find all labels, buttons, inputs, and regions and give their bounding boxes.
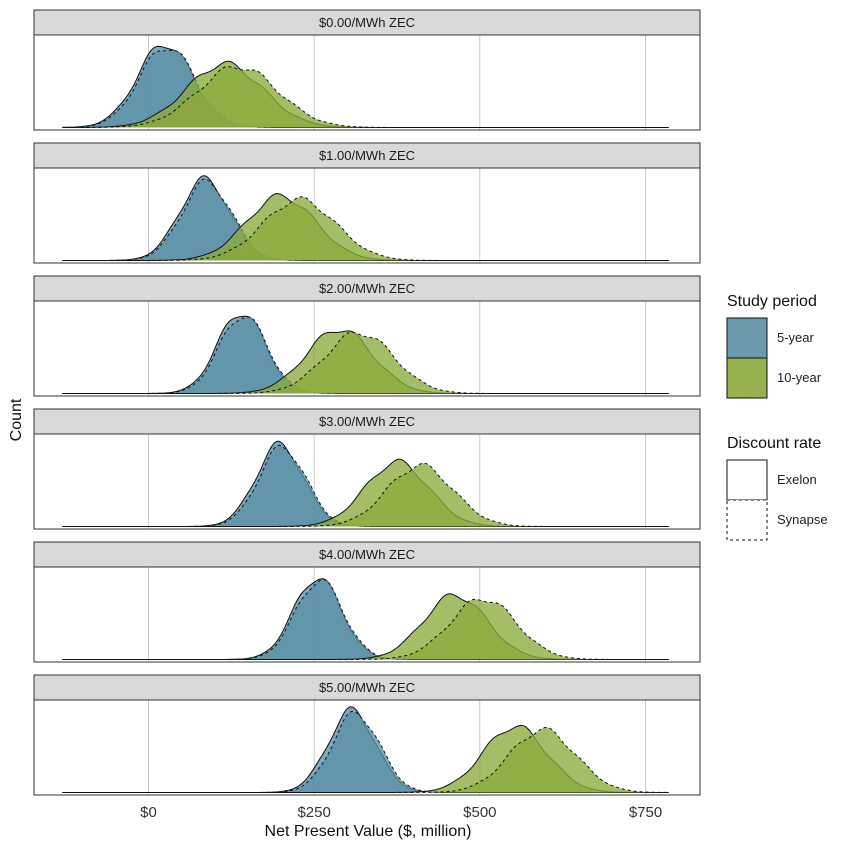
density-area-5-year-synapse xyxy=(62,179,669,261)
legend-title-discount-rate: Discount rate xyxy=(727,435,821,452)
density-area-5-year-synapse xyxy=(62,316,669,394)
density-outline-10-year-synapse xyxy=(62,726,669,793)
facet-strip-label: $5.00/MWh ZEC xyxy=(319,680,415,695)
x-tick-label: $250 xyxy=(297,804,330,821)
panel-border xyxy=(33,566,701,663)
panel-border xyxy=(33,34,701,131)
legend-key-5-year xyxy=(726,317,768,359)
density-outline-10-year-synapse xyxy=(62,598,669,660)
legend-key-10-year xyxy=(726,357,768,399)
density-area-10-year-synapse xyxy=(62,599,669,660)
density-outline-10-year-synapse xyxy=(62,196,669,261)
density-outline-10-year-synapse xyxy=(62,66,669,128)
x-tick-label: $0 xyxy=(140,804,157,821)
facet-strip-label: $0.00/MWh ZEC xyxy=(319,15,415,30)
facet-strip xyxy=(33,541,701,568)
facet-strip-label: $4.00/MWh ZEC xyxy=(319,547,415,562)
facet-strip xyxy=(33,275,701,302)
density-outline-5-year-synapse xyxy=(62,710,669,793)
facet-strip-label: $2.00/MWh ZEC xyxy=(319,281,415,296)
facet-panel: $1.00/MWh ZEC xyxy=(33,142,701,264)
density-outline-10-year-exelon xyxy=(62,458,669,527)
facet-strip xyxy=(33,9,701,36)
legend-label-10-year: 10-year xyxy=(777,370,822,385)
facet-strip-label: $1.00/MWh ZEC xyxy=(319,148,415,163)
legend-label-5-year: 5-year xyxy=(777,330,815,345)
legend-title-study-period: Study period xyxy=(727,293,817,310)
density-area-10-year-synapse xyxy=(62,332,669,394)
facet-panel: $3.00/MWh ZEC xyxy=(33,408,701,530)
facet-panel: $5.00/MWh ZEC xyxy=(33,674,701,796)
x-axis-title: Net Present Value ($, million) xyxy=(265,823,472,840)
facet-strip xyxy=(33,408,701,435)
panel-border xyxy=(33,300,701,397)
x-tick-label: $500 xyxy=(463,804,496,821)
density-area-10-year-exelon xyxy=(62,459,669,527)
legend-label-synapse: Synapse xyxy=(777,512,828,527)
panel-border xyxy=(33,699,701,796)
density-area-10-year-synapse xyxy=(62,66,669,128)
panel-border xyxy=(33,433,701,530)
plot-background xyxy=(34,567,700,662)
legend-label-exelon: Exelon xyxy=(777,472,817,487)
facet-panel: $2.00/MWh ZEC xyxy=(33,275,701,397)
plot-background xyxy=(34,168,700,263)
x-tick-label: $750 xyxy=(629,804,662,821)
legend-key-synapse xyxy=(726,499,768,541)
facet-panel: $0.00/MWh ZEC xyxy=(33,9,701,131)
y-axis-title: Count xyxy=(8,398,25,441)
legend-key-exelon xyxy=(726,459,768,501)
panel-border xyxy=(33,167,701,264)
density-outline-5-year-synapse xyxy=(62,578,669,660)
density-area-10-year-synapse xyxy=(62,463,669,527)
density-outline-10-year-synapse xyxy=(62,462,669,527)
density-area-10-year-synapse xyxy=(62,727,669,793)
facet-strip xyxy=(33,142,701,169)
facet-panel: $4.00/MWh ZEC xyxy=(33,541,701,663)
density-outline-10-year-synapse xyxy=(62,331,669,394)
facet-strip xyxy=(33,674,701,701)
facet-strip-label: $3.00/MWh ZEC xyxy=(319,414,415,429)
density-outline-5-year-synapse xyxy=(62,49,669,128)
density-area-5-year-synapse xyxy=(62,711,669,793)
